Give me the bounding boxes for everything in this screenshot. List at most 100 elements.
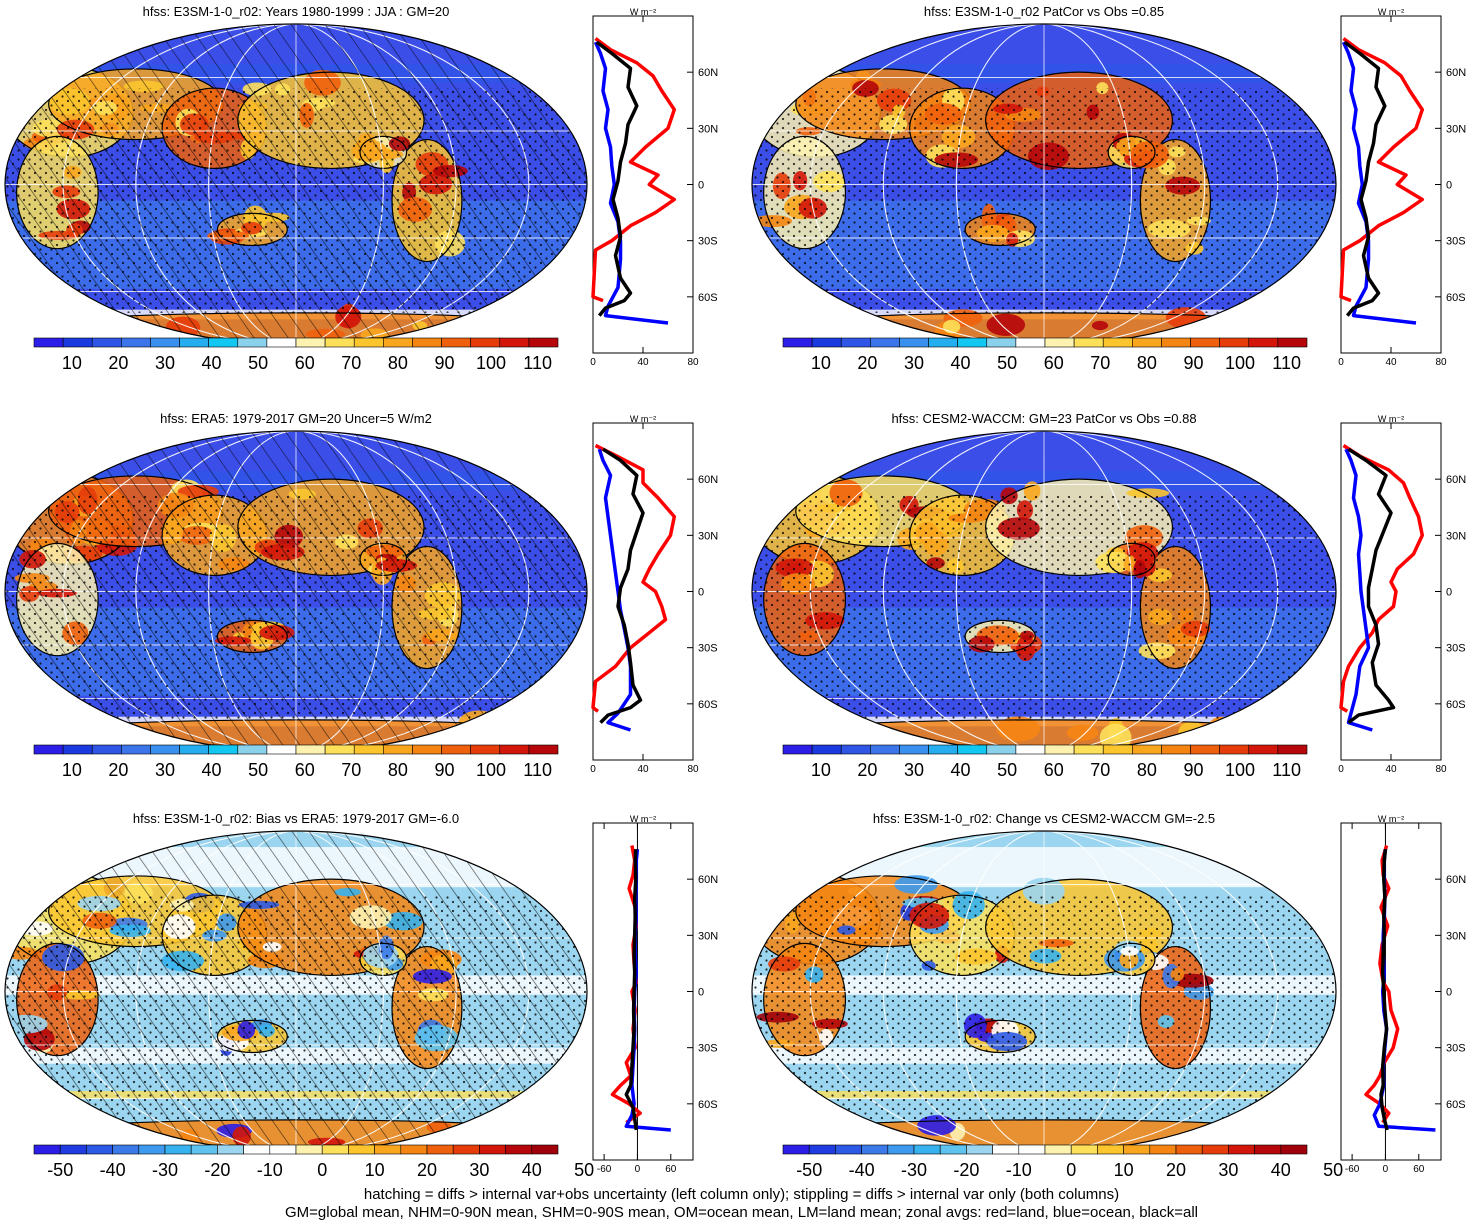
colorbar-swatch [353, 337, 384, 348]
colorbar-tick-label: -10 [1006, 1160, 1032, 1180]
zonal-plot-6: W m⁻² 60N 30N 0 30S 60S -60 0 60 [1340, 814, 1466, 1175]
colorbar-tick-label: 110 [523, 760, 552, 780]
colorbar-swatch [266, 744, 297, 755]
zonal-series-land [591, 37, 677, 303]
colorbar-tick-label: 40 [202, 353, 222, 373]
colorbar-swatch [499, 744, 530, 755]
colorbar-swatch [353, 744, 384, 755]
zonal-xtick-label: 60 [665, 1164, 677, 1175]
colorbar-6: -50 -40 -30 -20 -10 0 10 20 30 40 50 [782, 1144, 1343, 1180]
colorbar-swatch [1248, 337, 1279, 348]
zonal-series-all [1379, 849, 1389, 1131]
colorbar-swatch [33, 744, 64, 755]
colorbar-tick-label: 70 [1090, 760, 1110, 780]
land-patch [438, 730, 473, 745]
stippling [752, 88, 1336, 313]
colorbar-tick-label: 10 [1114, 1160, 1134, 1180]
zonal-frame [592, 822, 694, 1161]
colorbar-swatch [426, 1144, 454, 1155]
colorbar-tick-label: 50 [997, 760, 1017, 780]
colorbar-swatch [1190, 337, 1220, 348]
zonal-series-all [599, 447, 645, 724]
zonal-xtick-label: 0 [590, 357, 596, 368]
zonal-ytick-label: 60N [1446, 874, 1466, 886]
colorbar-swatch [33, 337, 64, 348]
zonal-series-ocean [597, 448, 633, 732]
map-field [5, 24, 587, 345]
colorbar-tick-label: 20 [857, 353, 877, 373]
land-patch [17, 875, 30, 895]
colorbar-swatch [870, 337, 900, 348]
colorbar-swatch [1102, 744, 1133, 755]
colorbar-tick-label: 110 [1272, 353, 1301, 373]
land-patch [828, 1129, 844, 1139]
colorbar-swatch [1044, 1144, 1072, 1155]
colorbar-swatch [164, 1144, 192, 1155]
zonal-ytick-label: 60S [1446, 699, 1466, 711]
panel-title: hfss: E3SM-1-0_r02: Years 1980-1999 : JJ… [143, 4, 450, 19]
colorbar-tick-label: 30 [1218, 1160, 1238, 1180]
zonal-units-label: W m⁻² [1378, 814, 1404, 824]
zonal-plot-4: W m⁻² 60N 30N 0 30S 60S 0 40 80 [1338, 414, 1466, 775]
zonal-frame [1340, 822, 1442, 1161]
stippling [752, 495, 1336, 720]
colorbar-swatch [986, 337, 1017, 348]
colorbar-swatch [179, 744, 209, 755]
colorbar-swatch [1073, 337, 1104, 348]
colorbar-tick-label: -20 [204, 1160, 230, 1180]
colorbar-tick-label: 60 [1044, 353, 1064, 373]
zonal-ytick-label: 60N [1446, 67, 1466, 79]
colorbar-swatch [1149, 1144, 1177, 1155]
land-patch [758, 84, 778, 97]
colorbar-swatch [1073, 744, 1104, 755]
zonal-ytick-label: 60S [1446, 1099, 1466, 1111]
colorbar-tick-label: 80 [1137, 760, 1157, 780]
colorbar-tick-label: 10 [62, 760, 82, 780]
zonal-xtick-label: 40 [637, 764, 649, 775]
colorbar-swatch [91, 337, 122, 348]
hatching [5, 24, 587, 345]
colorbar-swatch [59, 1144, 87, 1155]
colorbar-swatch [531, 1144, 559, 1155]
colorbar-swatch [208, 744, 239, 755]
land-patch [1178, 721, 1206, 742]
colorbar-tick-label: 60 [295, 353, 315, 373]
colorbar-swatch [86, 1144, 113, 1155]
zonal-ytick-label: 0 [1446, 587, 1452, 599]
colorbar-tick-label: 30 [469, 1160, 489, 1180]
land-patch [986, 313, 1026, 336]
colorbar-tick-label: 50 [248, 760, 268, 780]
colorbar-swatch [782, 1144, 810, 1155]
colorbar-tick-label: 10 [62, 353, 82, 373]
colorbar-tick-label: 100 [1225, 353, 1255, 373]
zonal-ytick-label: 60S [698, 292, 718, 304]
colorbar-swatch [269, 1144, 297, 1155]
colorbar-swatch [928, 337, 958, 348]
colorbar-tick-label: -10 [257, 1160, 283, 1180]
zonal-series-ocean [593, 41, 669, 325]
colorbar-tick-label: 30 [904, 760, 924, 780]
colorbar-tick-label: 40 [522, 1160, 542, 1180]
colorbar-swatch [179, 337, 209, 348]
colorbar-swatch [441, 337, 471, 348]
colorbar-tick-label: 80 [388, 353, 408, 373]
colorbar-tick-label: -30 [901, 1160, 927, 1180]
zonal-ytick-label: 0 [698, 987, 704, 999]
hatching [5, 431, 587, 752]
zonal-series-all [1347, 447, 1396, 724]
colorbar-swatch [1044, 744, 1075, 755]
zonal-xtick-label: 0 [1338, 357, 1344, 368]
colorbar-5: -50 -40 -30 -20 -10 0 10 20 30 40 50 [33, 1144, 594, 1180]
colorbar-tick-label: 110 [523, 353, 552, 373]
zonal-xtick-label: 0 [1383, 1164, 1389, 1175]
zonal-units-label: W m⁻² [1378, 7, 1404, 17]
colorbar-swatch [1219, 337, 1250, 348]
map-panel-6: hfss: E3SM-1-0_r02: Change vs CESM2-WACC… [751, 811, 1337, 1153]
colorbar-tick-label: 70 [341, 760, 361, 780]
land-patch [486, 731, 500, 747]
colorbar-tick-label: 60 [1044, 760, 1064, 780]
zonal-series-all [1343, 40, 1387, 317]
colorbar-swatch [1248, 744, 1279, 755]
colorbar-tick-label: -40 [100, 1160, 126, 1180]
colorbar-tick-label: 90 [434, 353, 454, 373]
